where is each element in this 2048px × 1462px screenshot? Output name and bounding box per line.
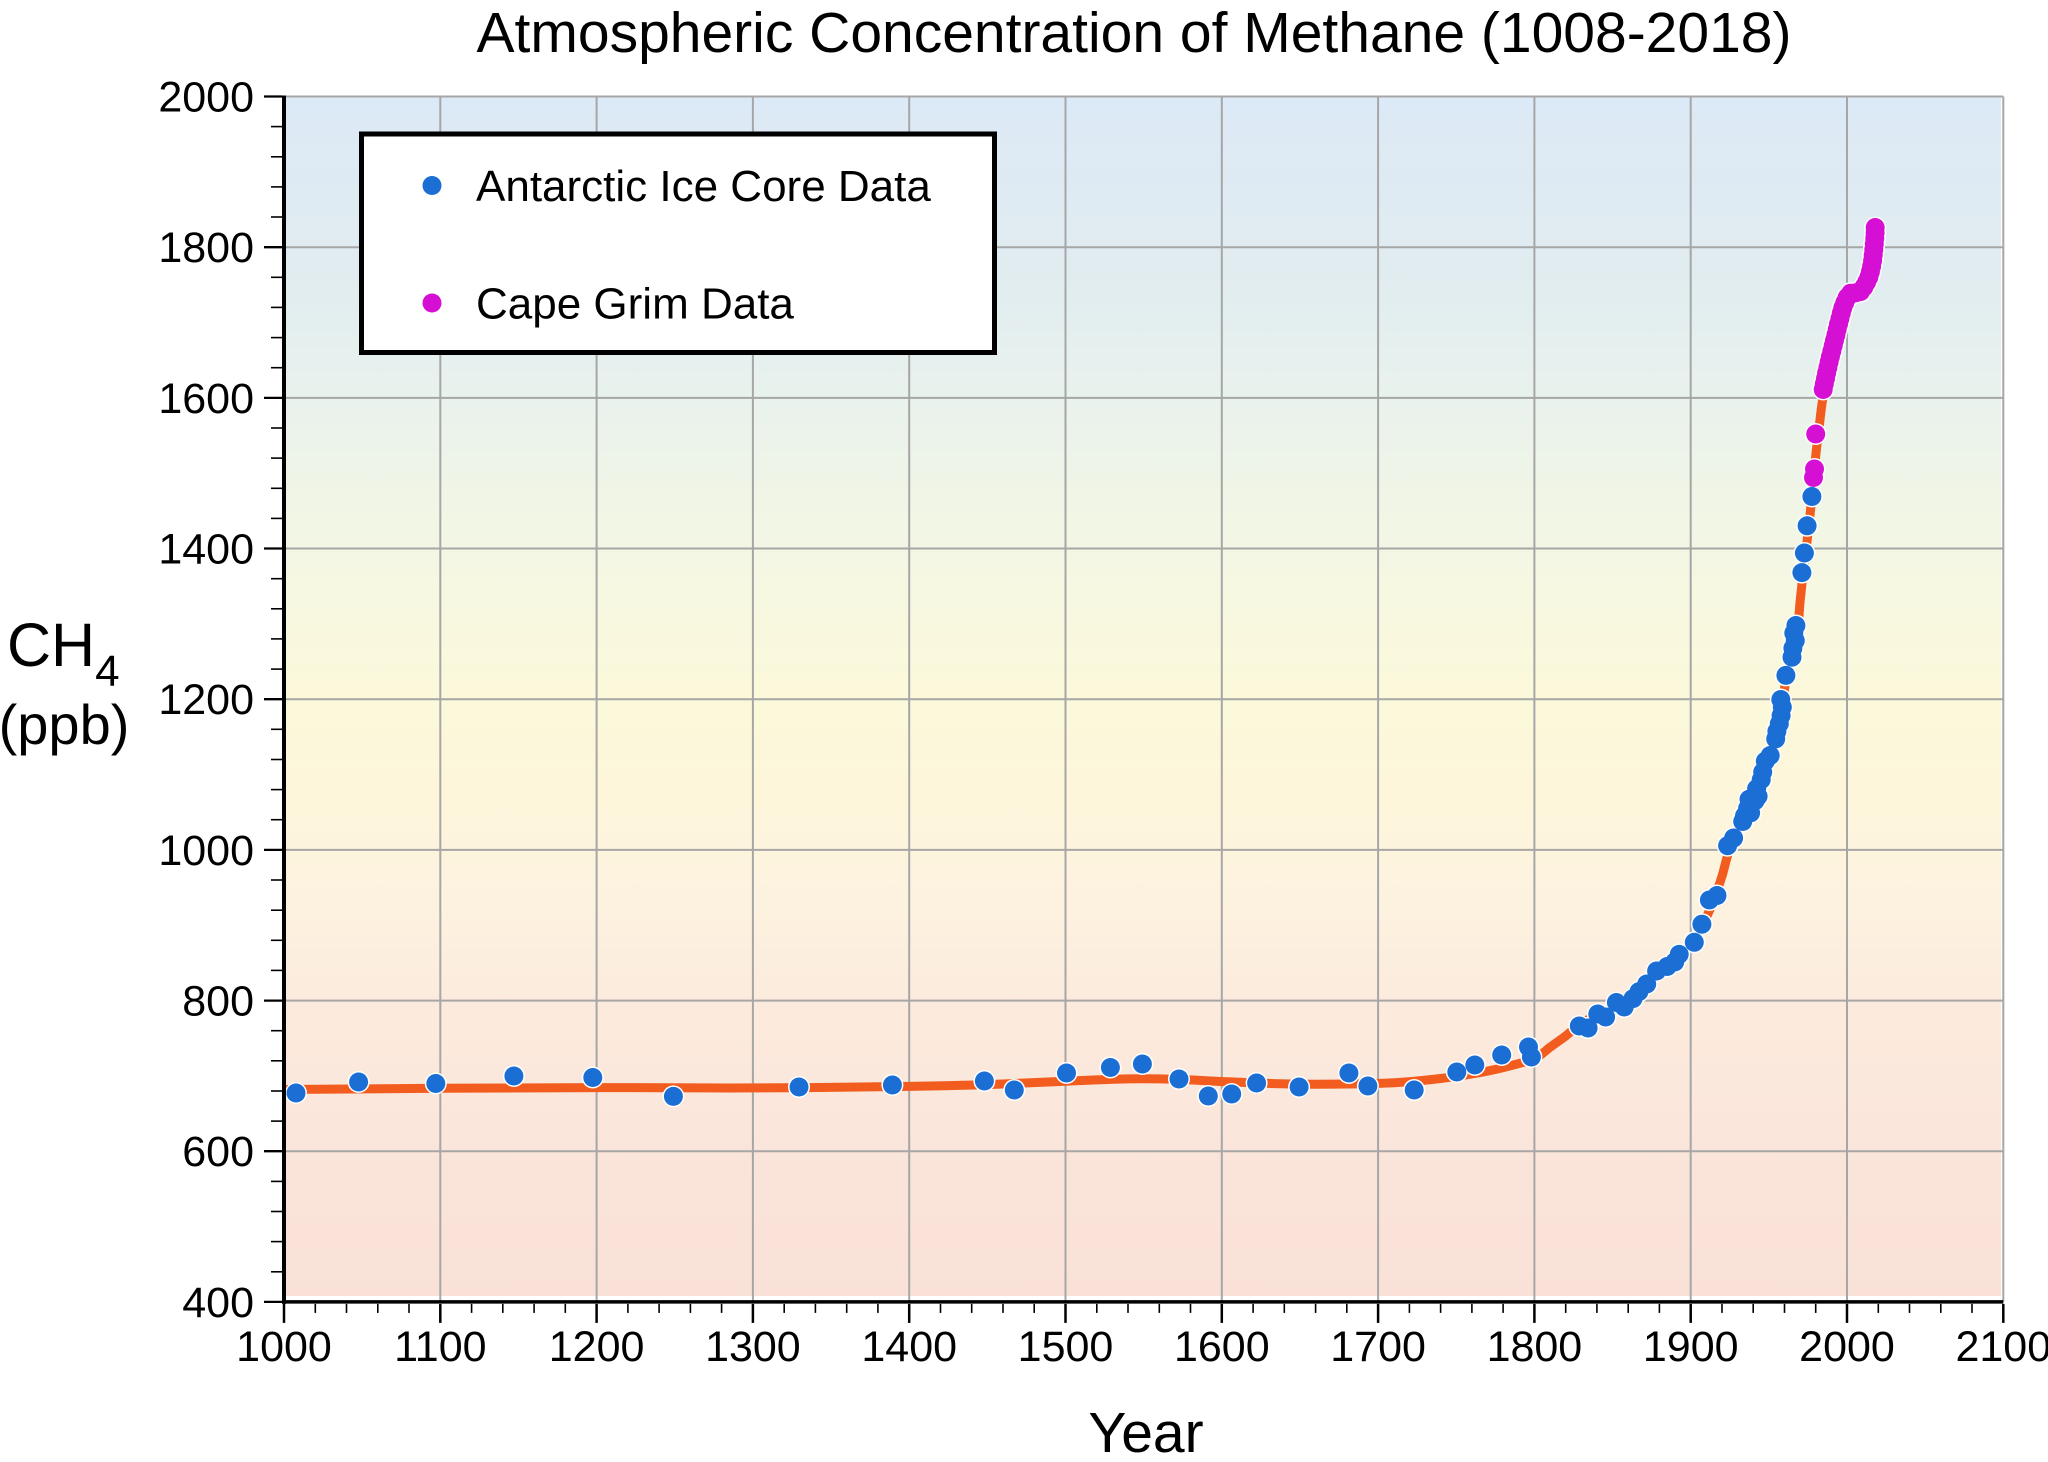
svg-text:1700: 1700 — [1330, 1323, 1426, 1371]
svg-text:1000: 1000 — [236, 1323, 332, 1371]
svg-text:1300: 1300 — [705, 1323, 801, 1371]
svg-text:1200: 1200 — [158, 676, 254, 724]
svg-text:1900: 1900 — [1643, 1323, 1739, 1371]
svg-text:Antarctic Ice Core Data: Antarctic Ice Core Data — [476, 162, 931, 211]
svg-text:2000: 2000 — [158, 74, 254, 122]
svg-text:2000: 2000 — [1799, 1323, 1895, 1371]
svg-text:1400: 1400 — [861, 1323, 957, 1371]
svg-text:1500: 1500 — [1018, 1323, 1114, 1371]
svg-text:400: 400 — [182, 1279, 254, 1327]
svg-text:(ppb): (ppb) — [0, 693, 129, 756]
svg-text:1200: 1200 — [549, 1323, 645, 1371]
svg-text:1800: 1800 — [158, 224, 254, 272]
svg-text:1400: 1400 — [158, 526, 254, 574]
svg-text:1600: 1600 — [1174, 1323, 1270, 1371]
svg-text:Atmospheric Concentration of M: Atmospheric Concentration of Methane (10… — [477, 1, 1792, 65]
svg-text:1600: 1600 — [158, 375, 254, 423]
svg-text:1100: 1100 — [394, 1323, 486, 1371]
svg-text:1000: 1000 — [158, 827, 254, 875]
svg-text:Cape Grim Data: Cape Grim Data — [476, 280, 794, 329]
svg-text:1800: 1800 — [1487, 1323, 1583, 1371]
svg-text:Year: Year — [1088, 1401, 1203, 1457]
svg-text:2100: 2100 — [1955, 1323, 2048, 1371]
svg-text:600: 600 — [182, 1128, 254, 1176]
svg-text:800: 800 — [182, 978, 254, 1026]
